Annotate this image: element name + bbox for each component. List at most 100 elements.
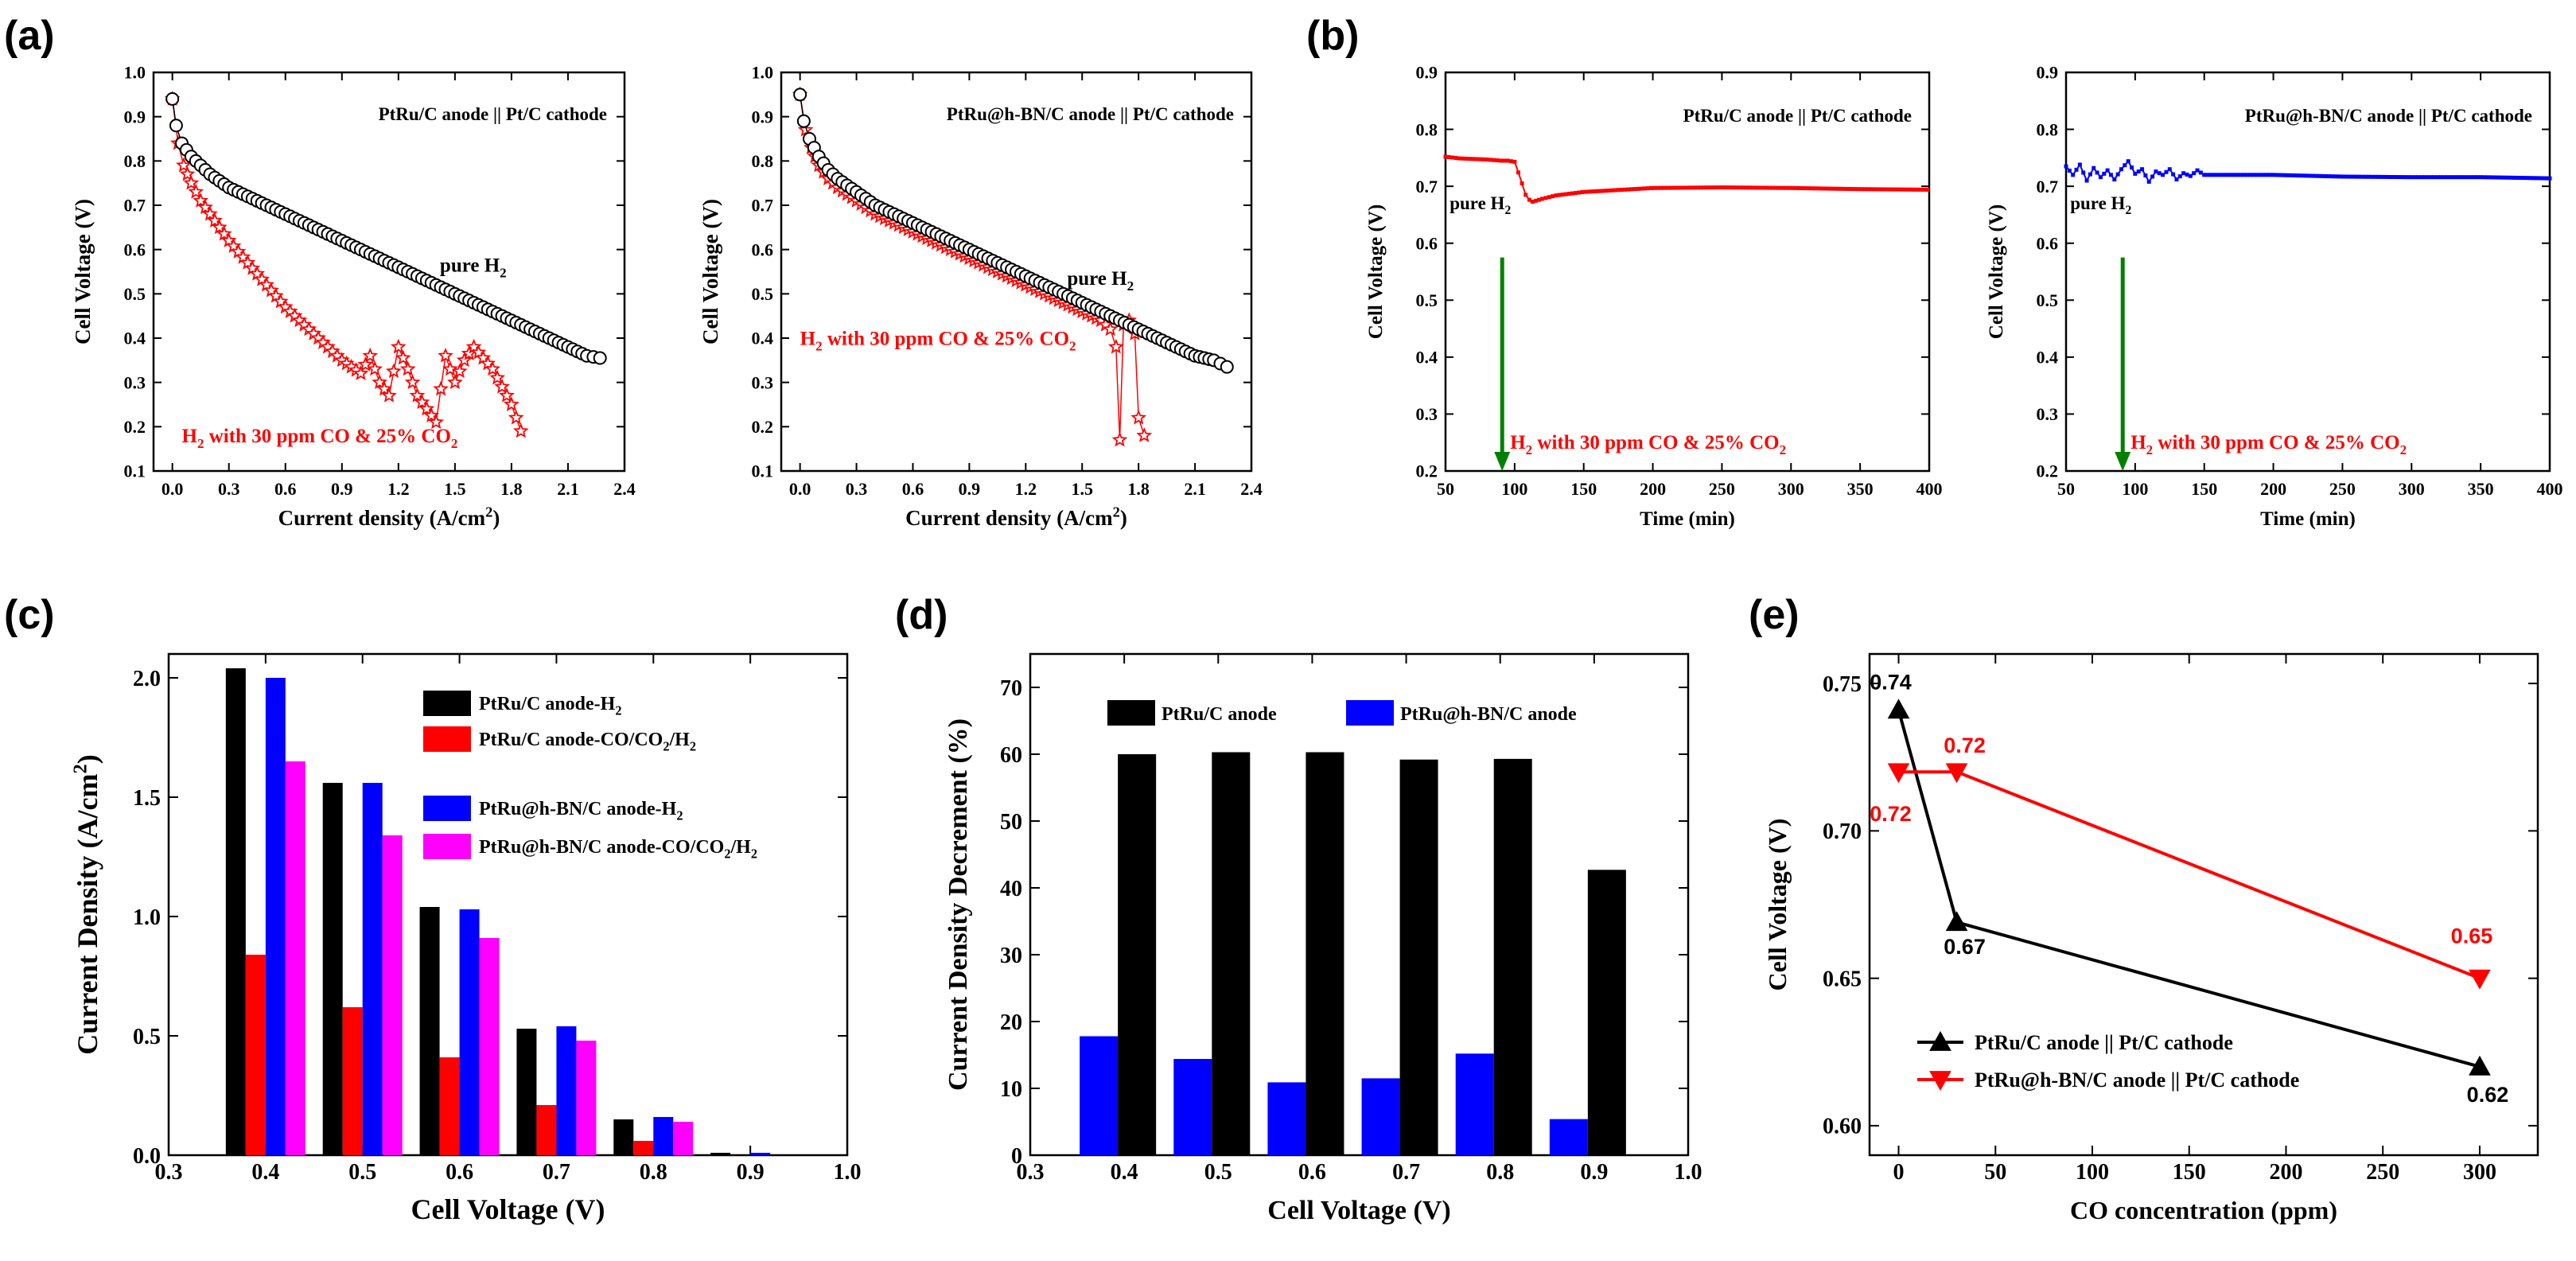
x-tick-label: 2.1 — [1184, 479, 1206, 499]
data-point — [1639, 186, 1644, 191]
data-point — [404, 374, 421, 389]
data-point — [1656, 185, 1660, 190]
data-point — [2074, 167, 2079, 172]
data-point — [2105, 168, 2110, 173]
data-point — [2449, 175, 2453, 180]
data-point — [2389, 174, 2394, 179]
x-tick-label: 0.4 — [1111, 1160, 1138, 1185]
data-point — [212, 219, 228, 235]
data-point — [216, 225, 232, 241]
data-point — [2515, 175, 2520, 180]
data-point — [2383, 174, 2387, 179]
data-point — [1461, 156, 1465, 161]
x-tick-label: 50 — [1984, 1160, 2006, 1185]
series-line-co — [799, 94, 1146, 441]
data-point — [1816, 186, 1821, 191]
data-point — [1708, 185, 1713, 190]
chart-a2: 0.0 0.3 0.6 0.9 1.2 1.5 1.8 2.1 2.4 0.1 0.2 0.3 0.4 0… — [698, 63, 1263, 530]
data-point — [2495, 175, 2500, 180]
plot-frame — [167, 652, 849, 1157]
data-point — [2465, 175, 2470, 180]
x-tick-label: 1.8 — [500, 479, 523, 499]
data-point — [1509, 159, 1514, 164]
data-point — [1728, 185, 1733, 190]
data-point — [1761, 185, 1765, 190]
data-point — [2446, 175, 2450, 180]
x-tick-label: 1.5 — [1071, 479, 1093, 499]
data-point — [2367, 174, 2372, 179]
data-point — [1464, 156, 1469, 161]
data-point — [1613, 188, 1617, 193]
x-tick-label: 1.8 — [1127, 479, 1150, 499]
data-point — [1929, 1071, 1951, 1092]
data-point — [2403, 175, 2407, 180]
data-point — [1919, 187, 1924, 192]
data-point — [207, 212, 223, 228]
data-point — [1505, 158, 1510, 163]
data-point — [202, 205, 218, 221]
data-point — [2146, 179, 2151, 184]
y-tick-label: 10 — [1000, 1077, 1022, 1102]
data-point — [390, 338, 407, 354]
data-point — [1560, 193, 1565, 197]
data-point — [376, 380, 392, 396]
data-point — [2498, 175, 2503, 180]
data-point — [1873, 187, 1878, 192]
data-point — [2406, 175, 2411, 180]
bar — [673, 1122, 694, 1155]
y-tick-label: 0.4 — [1416, 348, 1438, 368]
data-point — [2092, 165, 2096, 170]
plot-frame — [1444, 71, 1931, 473]
y-axis-label: Current Density (A/cm2) — [69, 754, 103, 1055]
data-point — [1586, 189, 1591, 194]
x-axis-label: Cell Voltage (V) — [411, 1193, 605, 1225]
y-tick-label: 60 — [1000, 743, 1022, 768]
y-tick-label: 0.2 — [1416, 461, 1438, 481]
data-point — [489, 369, 506, 385]
data-point — [1551, 194, 1555, 199]
y-tick-label: 0.6 — [752, 239, 774, 259]
data-point — [2133, 171, 2138, 176]
data-point — [1540, 197, 1545, 201]
data-point — [1870, 187, 1874, 192]
data-point — [1866, 187, 1870, 192]
x-tick-label: 0.6 — [1298, 1160, 1326, 1185]
data-point — [2544, 176, 2549, 181]
data-label: 0.62 — [2467, 1083, 2509, 1107]
data-point — [1107, 338, 1124, 354]
series-label-co: H2 with 30 ppm CO & 25% CO2 — [1510, 432, 1786, 457]
data-point — [1757, 185, 1762, 190]
data-point — [2112, 177, 2117, 182]
chart-title: PtRu/C anode || Pt/C cathode — [1683, 106, 1912, 126]
data-point — [2102, 171, 2107, 176]
data-point — [197, 199, 213, 215]
legend-label: PtRu/C anode || Pt/C cathode — [1975, 1031, 2233, 1054]
data-point — [1879, 187, 1884, 192]
legend-swatch — [423, 691, 471, 716]
data-point — [1467, 157, 1472, 162]
chart-e: 0 50 100 150 200 250 300 0.60 0.65 0.70 0.75 CO con… — [1763, 652, 2539, 1224]
x-tick-label: 350 — [1847, 479, 1874, 499]
data-point — [1797, 185, 1802, 190]
bar — [1267, 1082, 1306, 1155]
data-point — [1767, 185, 1772, 190]
y-tick-label: 0.9 — [1416, 63, 1438, 83]
x-tick-label: 1.2 — [1015, 479, 1037, 499]
data-point — [2337, 174, 2341, 179]
data-point — [1725, 185, 1730, 190]
data-point — [2241, 173, 2246, 177]
data-point — [2469, 1055, 2491, 1076]
x-tick-label: 200 — [2269, 1160, 2302, 1185]
data-point — [2363, 174, 2368, 179]
data-point — [2534, 176, 2539, 181]
data-point — [193, 193, 209, 208]
x-tick-label: 150 — [2191, 479, 2217, 499]
data-point — [1839, 186, 1844, 191]
data-point — [2143, 173, 2148, 178]
x-tick-label: 0.0 — [161, 479, 184, 499]
data-point — [2472, 175, 2477, 180]
x-tick-label: 2.4 — [1240, 479, 1263, 499]
data-point — [2274, 173, 2279, 177]
data-point — [2356, 174, 2361, 179]
data-point — [2126, 159, 2130, 164]
